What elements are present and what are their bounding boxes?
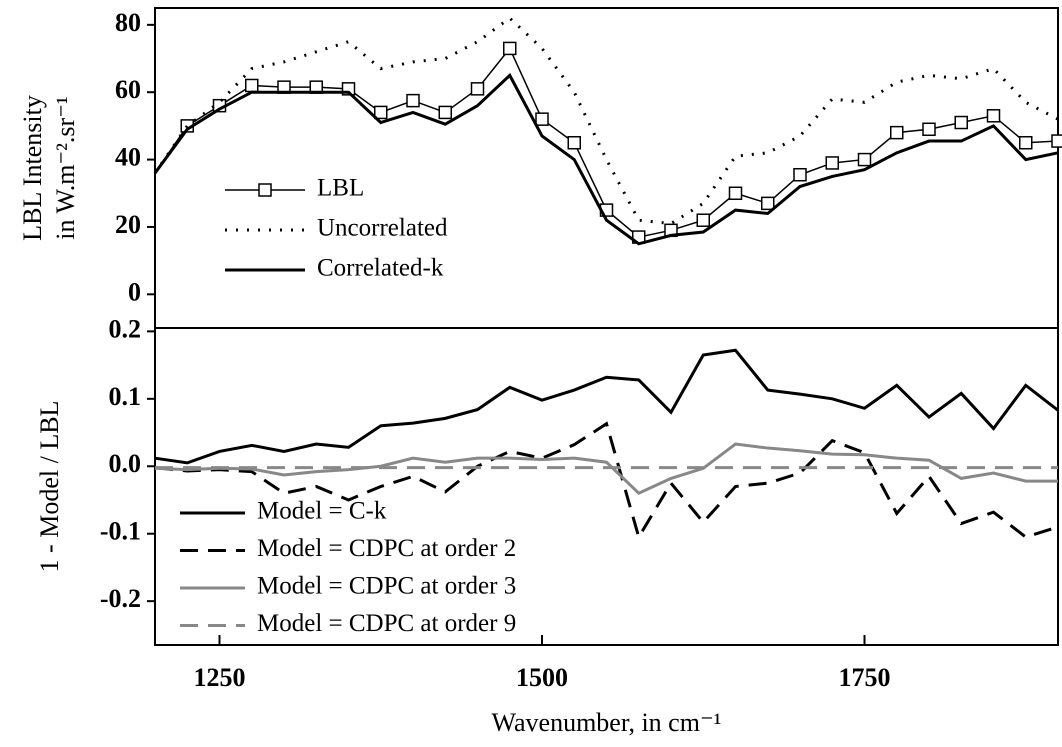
y-tick-label: -0.2 xyxy=(100,584,141,613)
y-tick-label: 80 xyxy=(115,8,141,37)
legend-marker xyxy=(258,183,272,197)
marker xyxy=(954,115,968,130)
series-line xyxy=(154,348,1059,465)
marker xyxy=(374,105,388,120)
legend-label: Model = CDPC at order 3 xyxy=(257,573,516,600)
y-axis-label: 1 - Model / LBL xyxy=(35,401,64,573)
legend-label: LBL xyxy=(317,175,364,202)
y-tick-label: 0.0 xyxy=(109,449,142,478)
series-line xyxy=(154,421,1059,541)
marker xyxy=(890,125,904,140)
legend-label: Model = CDPC at order 2 xyxy=(257,535,516,562)
marker xyxy=(245,78,259,93)
series-line xyxy=(154,442,1058,496)
marker xyxy=(696,213,710,227)
y-axis-label: in W.m⁻².sr⁻¹ xyxy=(51,96,80,239)
x-tick-label: 1750 xyxy=(839,663,891,692)
y-tick-label: 0.2 xyxy=(109,314,142,343)
marker xyxy=(406,93,420,108)
marker xyxy=(438,105,452,120)
marker xyxy=(986,109,1001,123)
marker xyxy=(470,82,485,96)
y-tick-label: 20 xyxy=(115,210,141,239)
marker xyxy=(503,41,517,56)
legend-label: Correlated-k xyxy=(317,255,444,282)
plot-frame xyxy=(154,7,1059,329)
marker xyxy=(857,152,872,167)
marker xyxy=(535,112,549,126)
plot-frame xyxy=(154,327,1059,646)
marker xyxy=(1019,135,1033,150)
y-tick-label: -0.1 xyxy=(100,517,141,546)
series-line xyxy=(153,72,1059,246)
marker xyxy=(567,135,581,150)
y-tick-label: 0.1 xyxy=(109,382,142,411)
marker xyxy=(1051,134,1062,148)
legend-label: Model = CDPC at order 9 xyxy=(257,610,516,637)
marker xyxy=(793,167,807,182)
marker xyxy=(922,122,936,137)
marker xyxy=(728,186,743,201)
legend-label: Uncorrelated xyxy=(317,215,448,242)
x-tick-label: 1500 xyxy=(516,663,568,692)
legend-label: Model = C-k xyxy=(257,498,387,525)
y-tick-label: 0 xyxy=(128,277,141,306)
y-tick-label: 40 xyxy=(115,143,141,172)
marker xyxy=(761,196,775,211)
x-axis-label: Wavenumber, in cm⁻¹ xyxy=(492,708,722,737)
x-tick-label: 1250 xyxy=(194,663,246,692)
y-axis-label: LBL Intensity xyxy=(18,95,47,241)
marker xyxy=(825,156,839,170)
y-tick-label: 60 xyxy=(115,75,141,104)
series-line xyxy=(153,16,1059,226)
